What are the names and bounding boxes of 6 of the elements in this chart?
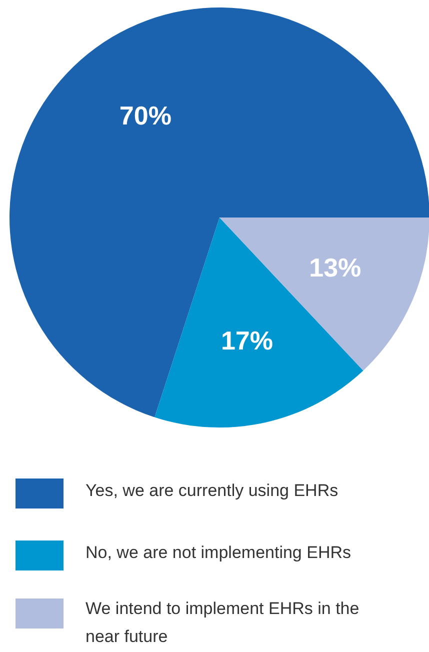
data-label: 13% bbox=[309, 252, 362, 283]
legend-label: Yes, we are currently using EHRs bbox=[86, 481, 338, 500]
legend-label: No, we are not implementing EHRs bbox=[86, 543, 352, 562]
legend-label: We intend to implement EHRs in the near future bbox=[86, 599, 360, 646]
data-label: 17% bbox=[220, 325, 274, 356]
data-label: 70% bbox=[119, 100, 172, 131]
